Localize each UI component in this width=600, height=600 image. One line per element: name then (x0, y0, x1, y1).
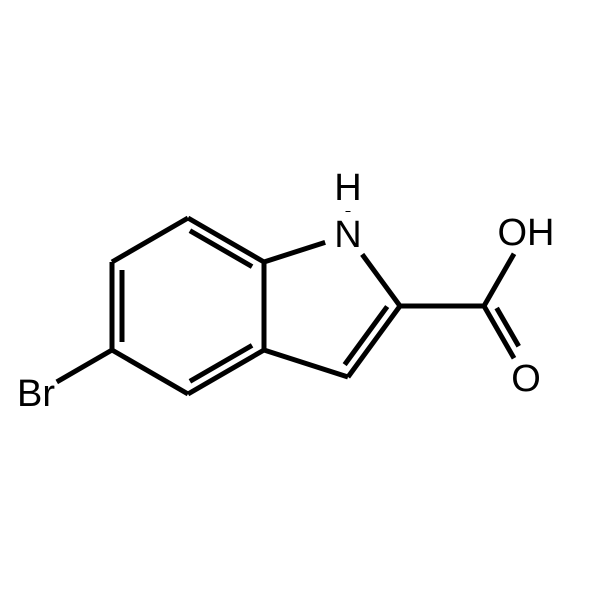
atom-label-br: Br (17, 373, 55, 415)
atom-label-o1: OH (498, 212, 555, 254)
molecule-diagram: NH Br OH O (0, 0, 600, 600)
atom-label-n7: N (334, 214, 361, 256)
atom-label-h7: H (334, 167, 361, 209)
atom-label-o2: O (511, 358, 541, 400)
